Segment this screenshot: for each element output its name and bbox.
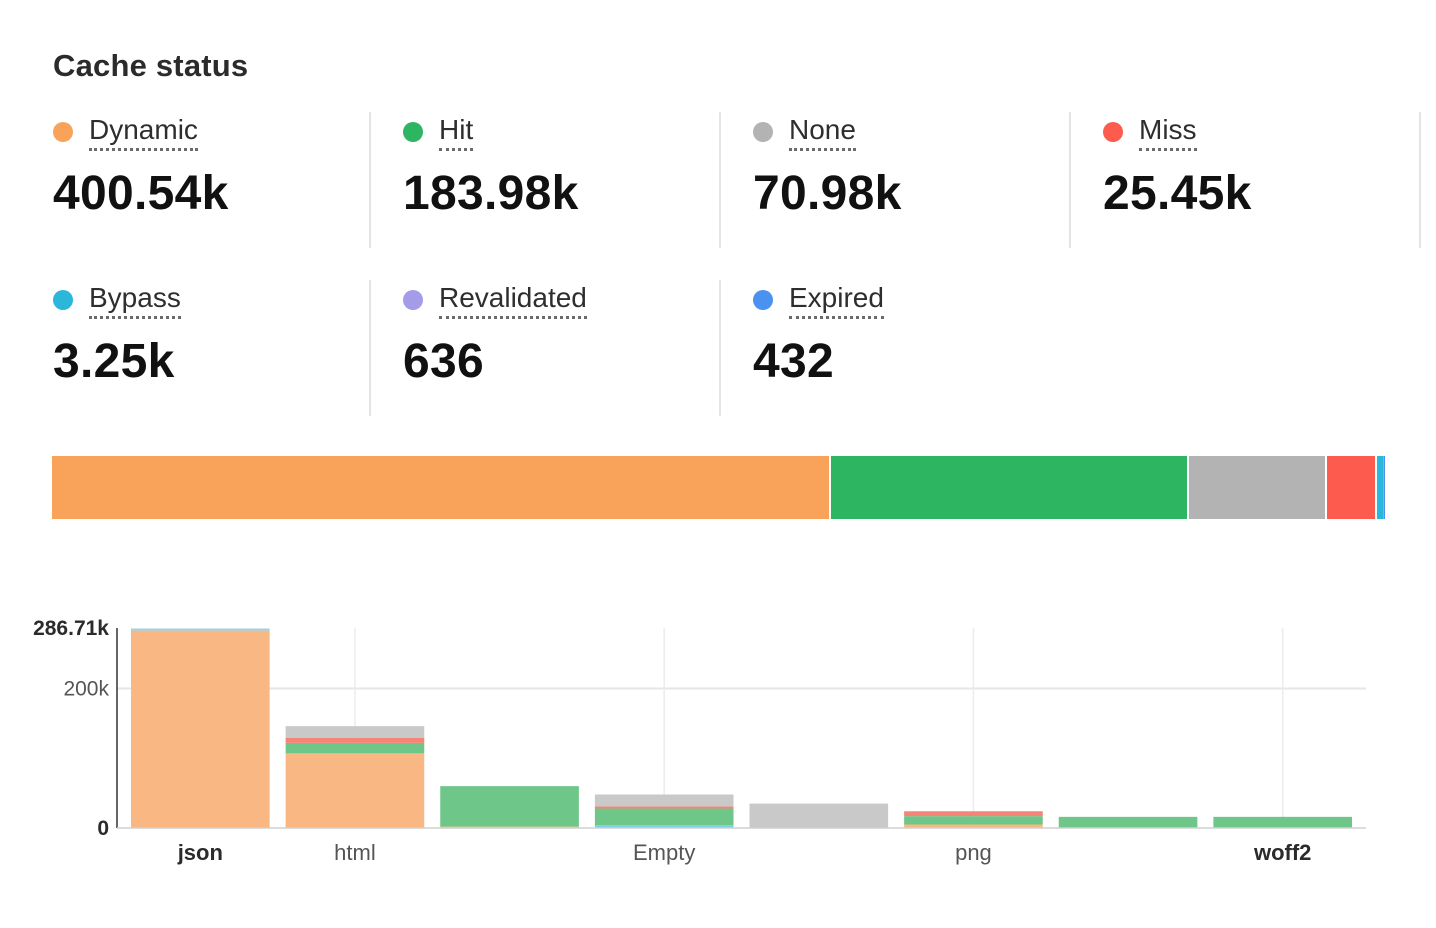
stat-hit: Hit 183.98k [403, 112, 721, 248]
share-bar-segment-expired[interactable] [1384, 456, 1385, 519]
bar-segment-none[interactable] [749, 803, 889, 828]
x-tick-label: Empty [633, 840, 695, 865]
stat-value: 70.98k [753, 167, 902, 220]
bar-segment-hit[interactable] [1213, 816, 1352, 828]
stat-dynamic: Dynamic 400.54k [53, 112, 371, 248]
bar-segment-hit[interactable] [594, 808, 734, 826]
hit-dot-icon [403, 122, 423, 142]
y-tick-label: 0 [97, 817, 109, 840]
stat-value: 25.45k [1103, 167, 1252, 220]
bar-segment-bypass[interactable] [594, 825, 734, 828]
share-bar-segment-revalidated[interactable] [1382, 456, 1385, 519]
stat-miss: Miss 25.45k [1103, 112, 1421, 248]
share-bar-segment-none[interactable] [1189, 456, 1328, 519]
stat-value: 636 [403, 335, 484, 388]
stat-value: 400.54k [53, 167, 229, 220]
stat-value: 3.25k [53, 335, 175, 388]
share-bar-segment-bypass[interactable] [1376, 456, 1383, 519]
bar-segment-hit[interactable] [1058, 816, 1198, 828]
bar-segment-dynamic[interactable] [131, 630, 270, 828]
stat-label[interactable]: None [789, 113, 856, 151]
bar-segment-hit[interactable] [285, 742, 425, 754]
cache-status-by-content-type-chart: 0 200k 286.71k json html Empty png woff2 [33, 617, 1366, 865]
bar-segment-dynamic[interactable] [904, 824, 1043, 828]
section-title: Cache status [53, 48, 249, 83]
share-bar-segment-hit[interactable] [831, 456, 1189, 519]
stat-label[interactable]: Revalidated [439, 281, 587, 319]
stat-value: 432 [753, 335, 834, 388]
none-dot-icon [753, 122, 773, 142]
y-tick-label: 200k [63, 677, 109, 700]
stat-label[interactable]: Expired [789, 281, 884, 319]
stat-value: 183.98k [403, 167, 579, 220]
x-tick-label: json [177, 840, 223, 865]
share-bar-segment-dynamic[interactable] [52, 456, 832, 519]
x-tick-label: html [334, 840, 376, 865]
bar-segment-miss[interactable] [904, 811, 1043, 817]
bar-segment-miss[interactable] [285, 738, 425, 743]
miss-dot-icon [1103, 122, 1123, 142]
bar-segment-hit[interactable] [904, 816, 1043, 825]
bar-segment-expired[interactable] [131, 628, 270, 631]
bar-segment-hit[interactable] [440, 786, 579, 827]
revalidated-dot-icon [403, 290, 423, 310]
bypass-dot-icon [53, 290, 73, 310]
stat-label[interactable]: Miss [1139, 113, 1197, 151]
bar-segment-none[interactable] [594, 794, 734, 807]
stat-expired: Expired 432 [753, 280, 1069, 416]
x-tick-label: png [955, 840, 992, 865]
bar-segment-dynamic[interactable] [285, 753, 425, 828]
share-bar-segment-miss[interactable] [1327, 456, 1377, 519]
stat-bypass: Bypass 3.25k [53, 280, 371, 416]
y-tick-label: 286.71k [33, 617, 109, 640]
stat-label[interactable]: Bypass [89, 281, 181, 319]
bar-segment-none[interactable] [285, 726, 425, 739]
bar-segment-miss[interactable] [594, 806, 734, 809]
cache-status-share-bar [52, 456, 1385, 519]
stat-revalidated: Revalidated 636 [403, 280, 721, 416]
stat-label[interactable]: Dynamic [89, 113, 198, 151]
stat-label[interactable]: Hit [439, 113, 474, 151]
x-tick-label: woff2 [1253, 840, 1311, 865]
stat-none: None 70.98k [753, 112, 1071, 248]
expired-dot-icon [753, 290, 773, 310]
dynamic-dot-icon [53, 122, 73, 142]
